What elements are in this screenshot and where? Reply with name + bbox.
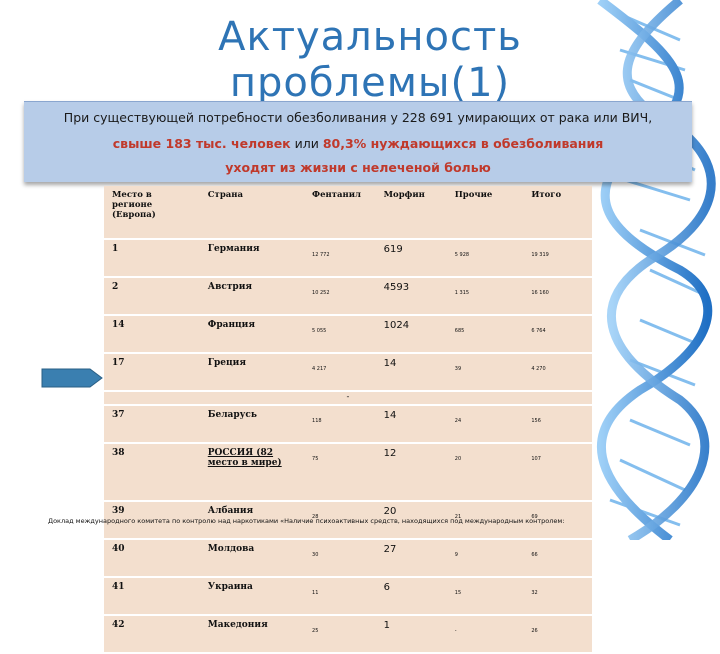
morphine-cell: 14 — [375, 353, 447, 392]
total-cell: 6 764 — [523, 315, 592, 354]
summary-banner: При существующей потребности обезболиван… — [24, 101, 692, 182]
rank-cell: 37 — [104, 405, 200, 444]
banner-connector: или — [290, 136, 323, 151]
rank-cell: 14 — [104, 315, 200, 354]
table-row: 1 Германия 12 772 619 5 928 19 319 — [104, 239, 592, 278]
fentanyl-cell: 12 772 — [304, 239, 376, 278]
rank-cell: 38 — [104, 443, 200, 502]
country-cell: Греция — [199, 353, 305, 392]
country-cell: Украина — [199, 577, 305, 616]
title-line-2: проблемы(1) — [229, 60, 511, 106]
table-row: 17 Греция 4 217 14 39 4 270 — [104, 353, 592, 392]
other-cell: - — [446, 615, 524, 654]
fentanyl-cell: 4 217 — [304, 353, 376, 392]
rank-cell: 2 — [104, 277, 200, 316]
total-cell: 19 319 — [523, 239, 592, 278]
banner-highlight-count: свыше 183 тыс. человек — [112, 136, 291, 151]
table-row: 2 Австрия 10 252 4593 1 315 16 160 — [104, 277, 592, 316]
fentanyl-cell: 5 055 — [304, 315, 376, 354]
fentanyl-cell: 75 — [304, 443, 376, 502]
country-cell: Албания — [199, 501, 305, 540]
other-cell: 5 928 — [446, 239, 524, 278]
total-cell: 16 160 — [523, 277, 592, 316]
fentanyl-cell: 25 — [304, 615, 376, 654]
morphine-cell: 4593 — [375, 277, 447, 316]
table-row: 14 Франция 5 055 1024 685 6 764 — [104, 315, 592, 354]
other-cell: 21 — [446, 501, 524, 540]
header-cell: Итого — [523, 186, 592, 240]
table-separator-row: - — [104, 391, 592, 406]
morphine-cell: 1 — [375, 615, 447, 654]
country-cell: Германия — [199, 239, 305, 278]
total-cell: 26 — [523, 615, 592, 654]
other-cell: 685 — [446, 315, 524, 354]
total-cell: 107 — [523, 443, 592, 502]
total-cell: 66 — [523, 539, 592, 578]
table-row: 42 Македония 25 1 - 26 — [104, 615, 592, 654]
header-cell: Место в регионе (Европа) — [104, 186, 200, 240]
morphine-cell: 1024 — [375, 315, 447, 354]
other-cell: 24 — [446, 405, 524, 444]
fentanyl-cell: 28 — [304, 501, 376, 540]
fentanyl-cell: 11 — [304, 577, 376, 616]
total-cell: 32 — [523, 577, 592, 616]
rank-cell: 42 — [104, 615, 200, 654]
morphine-cell: 20 — [375, 501, 447, 540]
separator-cell: - — [104, 391, 592, 406]
header-cell: Прочие — [446, 186, 524, 240]
table-header-row: Место в регионе (Европа) Страна Фентанил… — [104, 186, 592, 240]
rank-cell: 40 — [104, 539, 200, 578]
rank-cell: 17 — [104, 353, 200, 392]
other-cell: 39 — [446, 353, 524, 392]
fentanyl-cell: 30 — [304, 539, 376, 578]
country-cell: РОССИЯ (82 место в мире) — [199, 443, 305, 502]
morphine-cell: 14 — [375, 405, 447, 444]
table-row: 41 Украина 11 6 15 32 — [104, 577, 592, 616]
other-cell: 15 — [446, 577, 524, 616]
header-cell: Морфин — [375, 186, 447, 240]
table-row: 40 Молдова 30 27 9 66 — [104, 539, 592, 578]
rank-cell: 1 — [104, 239, 200, 278]
table-row: 39 Албания 28 20 21 69 — [104, 501, 592, 540]
source-footnote: Доклад международного комитета по контро… — [48, 517, 565, 525]
header-cell: Страна — [199, 186, 305, 240]
banner-highlight-percent: 80,3% нуждающихся в обезболивания — [322, 136, 604, 151]
banner-line-2: свыше 183 тыс. человек или 80,3% нуждающ… — [24, 136, 692, 151]
title-line-1: Актуальность — [218, 14, 522, 60]
table-row: 37 Беларусь 118 14 24 156 — [104, 405, 592, 444]
total-cell: 156 — [523, 405, 592, 444]
country-cell: Австрия — [199, 277, 305, 316]
highlight-arrow-icon — [41, 368, 103, 388]
country-cell: Беларусь — [199, 405, 305, 444]
total-cell: 4 270 — [523, 353, 592, 392]
banner-line-1: При существующей потребности обезболиван… — [63, 110, 653, 125]
country-cell: Франция — [199, 315, 305, 354]
other-cell: 20 — [446, 443, 524, 502]
banner-line-3: уходят из жизни с нелеченой болью — [225, 160, 491, 175]
morphine-cell: 12 — [375, 443, 447, 502]
fentanyl-cell: 10 252 — [304, 277, 376, 316]
rank-cell: 41 — [104, 577, 200, 616]
header-cell: Фентанил — [304, 186, 376, 240]
table-row-russia: 38 РОССИЯ (82 место в мире) 75 12 20 107 — [104, 443, 592, 502]
other-cell: 9 — [446, 539, 524, 578]
morphine-cell: 6 — [375, 577, 447, 616]
page-title: Актуальность проблемы(1) — [130, 14, 610, 106]
country-cell: Молдова — [199, 539, 305, 578]
fentanyl-cell: 118 — [304, 405, 376, 444]
opioid-consumption-table: Место в регионе (Европа) Страна Фентанил… — [104, 186, 592, 654]
country-cell: Македония — [199, 615, 305, 654]
other-cell: 1 315 — [446, 277, 524, 316]
total-cell: 69 — [523, 501, 592, 540]
morphine-cell: 619 — [375, 239, 447, 278]
rank-cell: 39 — [104, 501, 200, 540]
morphine-cell: 27 — [375, 539, 447, 578]
